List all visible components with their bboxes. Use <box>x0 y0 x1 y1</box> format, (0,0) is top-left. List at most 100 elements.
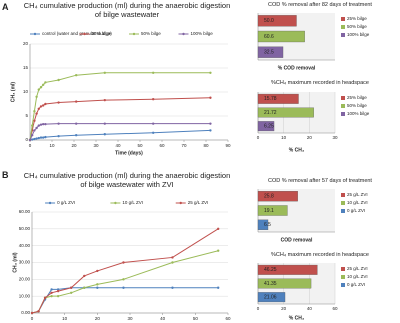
legend-label: 50% bilge <box>141 31 161 36</box>
data-point <box>56 288 60 291</box>
data-point <box>75 134 78 137</box>
y-tick-label: 20.00 <box>19 277 31 282</box>
legend-swatch <box>341 201 345 205</box>
y-tick-label: 10.00 <box>19 293 31 298</box>
x-tick-label: 60 <box>332 306 338 311</box>
legend-swatch <box>341 112 345 116</box>
legend-marker <box>83 32 86 36</box>
data-point <box>56 289 60 293</box>
data-point <box>39 123 43 126</box>
x-tick-label: 10 <box>62 316 68 321</box>
x-tick-label: 0 <box>257 306 260 311</box>
legend-marker <box>179 201 182 205</box>
data-point <box>103 133 107 136</box>
x-tick-label: 50 <box>193 316 199 321</box>
data-point <box>152 122 155 125</box>
x-tick-label: 70 <box>181 143 187 148</box>
legend-label: 25 g/L ZVI <box>347 266 368 271</box>
data-point <box>171 256 174 259</box>
data-point <box>217 286 220 289</box>
data-point <box>28 138 32 142</box>
data-point <box>96 286 99 289</box>
legend-label: 25% bilge <box>347 16 367 21</box>
x-tick-label: 20 <box>281 306 287 311</box>
bar <box>257 15 297 27</box>
legend-swatch <box>341 25 345 29</box>
legend-label: 50% bilge <box>347 103 367 108</box>
data-point <box>209 122 212 125</box>
bar <box>257 46 284 58</box>
data-point <box>56 294 60 298</box>
data-point <box>42 136 45 139</box>
legend-swatch <box>341 209 345 213</box>
data-point <box>209 129 212 132</box>
data-point <box>44 135 47 139</box>
data-point <box>171 261 174 264</box>
x-tick-label: 80 <box>203 143 209 148</box>
x-axis-label: COD removal <box>281 237 313 243</box>
data-point <box>50 291 53 294</box>
legend-label: 0 g/L ZVI <box>57 200 75 205</box>
data-point <box>70 286 73 289</box>
legend-swatch <box>341 283 345 287</box>
value-label: 21.72 <box>264 110 277 116</box>
data-point <box>103 122 107 125</box>
data-point <box>75 100 78 103</box>
y-axis-label: CH₄ (ml) <box>12 252 18 272</box>
y-tick-label: 50.00 <box>19 226 31 231</box>
y-tick-label: 15 <box>23 65 29 70</box>
data-point <box>37 88 40 91</box>
data-point <box>209 96 212 99</box>
data-point <box>171 286 174 289</box>
data-point <box>35 137 38 140</box>
legend-label: 0 g/L ZVI <box>347 282 365 287</box>
data-point <box>37 107 40 111</box>
chart-title: %CH₄ maximum recorded in headspace <box>271 252 369 258</box>
y-tick-label: 10 <box>23 89 29 94</box>
data-point <box>44 122 47 126</box>
legend-label: 25 g/L ZVI <box>188 200 209 205</box>
data-point <box>217 227 220 231</box>
x-tick-label: 30 <box>332 135 338 140</box>
x-tick-label: 60 <box>159 143 165 148</box>
x-axis-label: % COD removal <box>278 65 316 71</box>
legend-label: 25% bilge <box>92 31 112 36</box>
x-tick-label: 60 <box>225 316 231 321</box>
value-label: 60.6 <box>264 34 274 40</box>
data-point <box>33 119 36 123</box>
bar <box>257 264 318 275</box>
data-point <box>37 310 40 313</box>
x-tick-label: 0 <box>31 316 34 321</box>
y-tick-label: 0.00 <box>21 310 30 315</box>
x-axis-label: % CH₄ <box>289 147 305 153</box>
data-point <box>83 286 86 289</box>
data-point <box>75 122 78 125</box>
x-tick-label: 0 <box>29 143 32 148</box>
legend-label: 100% bilge <box>347 111 370 116</box>
value-label: 15.78 <box>264 96 277 102</box>
legend-marker <box>48 201 52 205</box>
y-tick-label: 20 <box>23 41 29 46</box>
legend-label: 10 g/L ZVI <box>122 200 143 205</box>
legend-marker <box>33 32 37 36</box>
chart-title: COD % removal after 57 days of treatment <box>268 178 372 184</box>
value-label: 19.1 <box>264 208 274 214</box>
x-tick-label: 40 <box>307 306 313 311</box>
data-point <box>30 311 34 315</box>
x-tick-label: 30 <box>127 316 133 321</box>
x-tick-label: 10 <box>281 135 287 140</box>
legend-swatch <box>341 193 345 197</box>
data-point <box>57 122 60 125</box>
data-point <box>39 86 43 89</box>
data-point <box>122 261 125 264</box>
legend-swatch <box>341 96 345 100</box>
chart-title: CH₄ cumulative production (ml) during th… <box>23 171 231 189</box>
y-tick-label: 40.00 <box>19 243 31 248</box>
value-label: 32.5 <box>264 49 274 55</box>
legend-label: 25 g/L ZVI <box>347 192 368 197</box>
legend-label: 25% bilge <box>347 95 367 100</box>
legend-label: 10 g/L ZVI <box>347 200 368 205</box>
bar <box>257 121 275 132</box>
data-point <box>96 269 99 273</box>
